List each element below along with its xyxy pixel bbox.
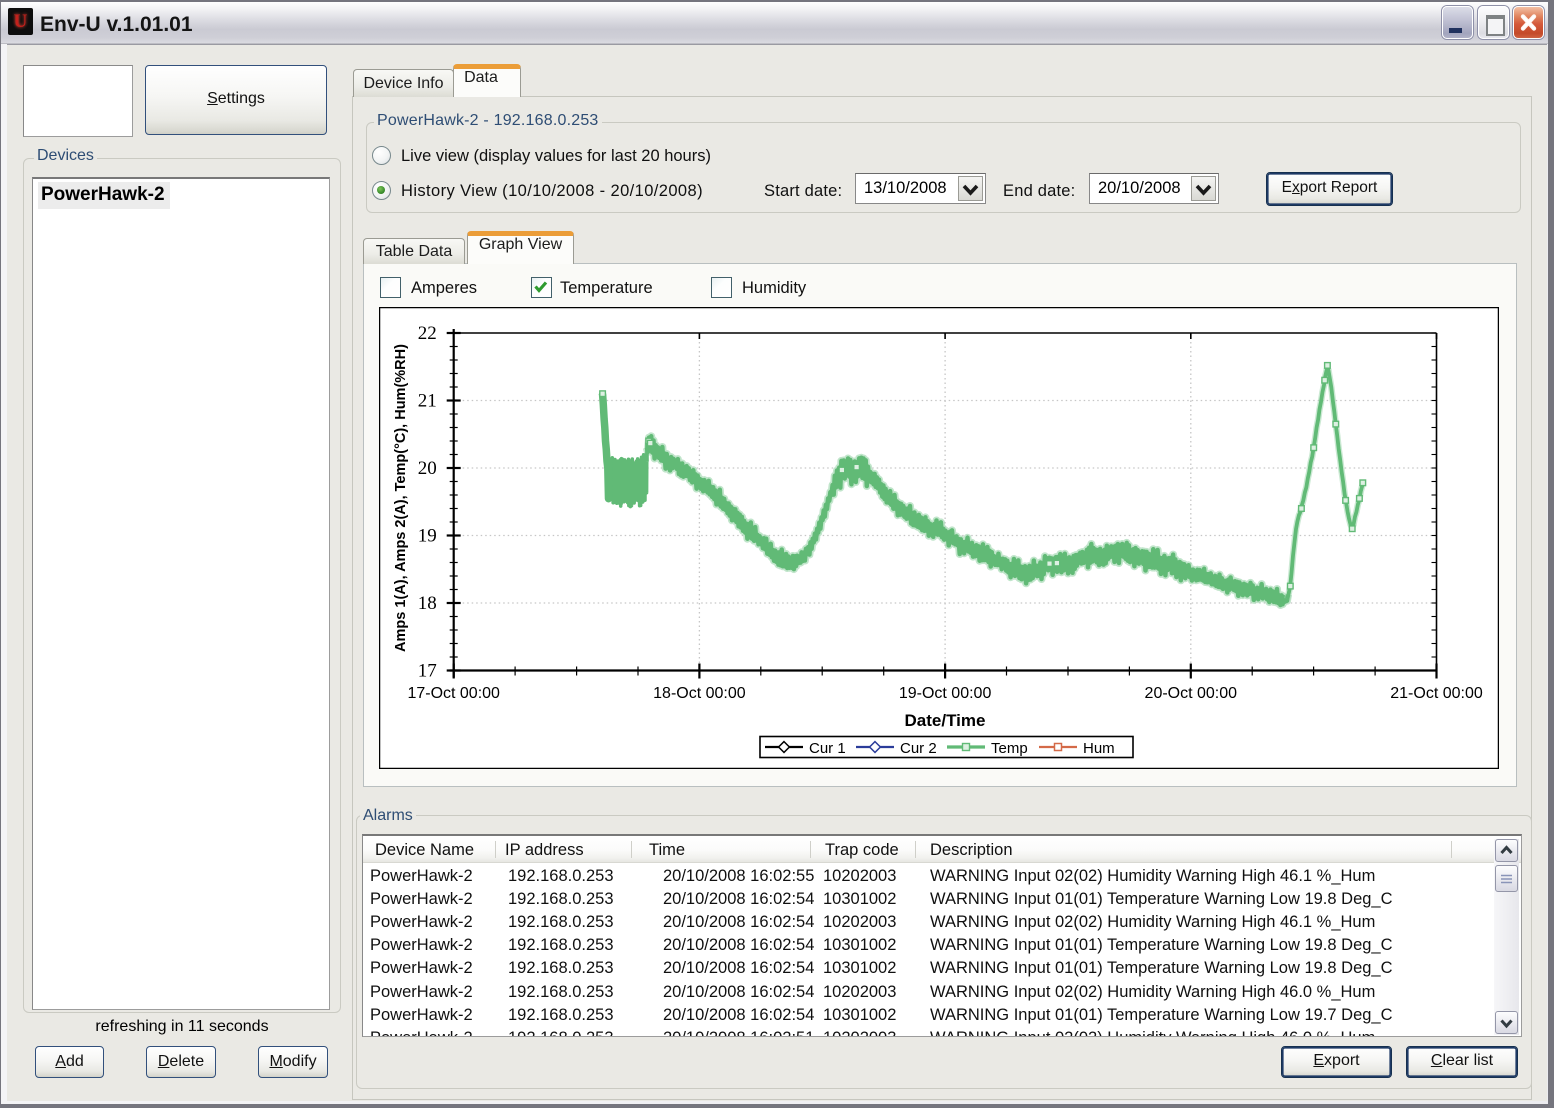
svg-text:Hum: Hum — [1083, 740, 1115, 757]
svg-text:18-Oct 00:00: 18-Oct 00:00 — [653, 685, 746, 702]
svg-text:Cur 2: Cur 2 — [900, 740, 937, 757]
svg-text:Temp: Temp — [991, 740, 1028, 757]
svg-text:17-Oct 00:00: 17-Oct 00:00 — [407, 685, 500, 702]
svg-text:17: 17 — [418, 661, 437, 682]
svg-text:Cur 1: Cur 1 — [809, 740, 846, 757]
svg-text:Date/Time: Date/Time — [905, 711, 986, 730]
svg-text:Amps 1(A), Amps 2(A), Temp(°C): Amps 1(A), Amps 2(A), Temp(°C), Hum(%RH) — [393, 344, 409, 652]
svg-text:21-Oct 00:00: 21-Oct 00:00 — [1390, 685, 1483, 702]
svg-text:19-Oct 00:00: 19-Oct 00:00 — [899, 685, 992, 702]
svg-text:22: 22 — [418, 323, 437, 344]
svg-text:19: 19 — [418, 526, 437, 547]
svg-text:20-Oct 00:00: 20-Oct 00:00 — [1145, 685, 1238, 702]
svg-text:18: 18 — [418, 593, 437, 614]
svg-text:21: 21 — [418, 391, 437, 412]
svg-text:20: 20 — [418, 458, 437, 479]
